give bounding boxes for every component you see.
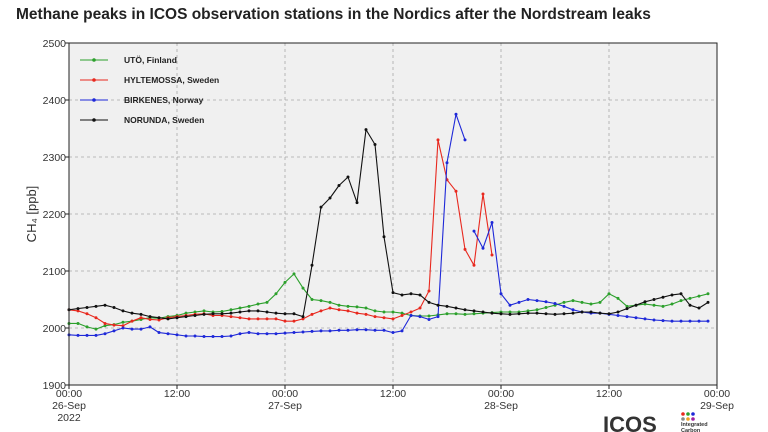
x-tick-label: 00:00	[56, 388, 82, 400]
series-line	[68, 139, 493, 327]
series-line	[68, 113, 466, 338]
icos-logo: ICOS IntegratedCarbonObservation	[603, 412, 708, 432]
y-axis-label: CH₄ [ppb]	[24, 186, 39, 243]
legend-marker	[92, 58, 96, 62]
chart-title: Methane peaks in ICOS observation statio…	[16, 6, 651, 23]
legend-marker	[92, 78, 96, 82]
series-3	[67, 128, 710, 321]
legend: UTÖ, Finland HYLTEMOSSA, Sweden BIRKENES, …	[80, 55, 219, 125]
x-tick-label: 00:00	[272, 388, 298, 400]
series-0	[67, 272, 710, 331]
legend-label: UTÖ, Finland	[124, 55, 177, 65]
y-tick-label: 2300	[43, 152, 67, 164]
x-tick-label: 28-Sep	[484, 400, 518, 412]
data-point	[490, 253, 494, 257]
x-tick-label: 12:00	[596, 388, 622, 400]
logo-dot	[691, 412, 695, 416]
logo-dot	[681, 417, 685, 421]
series-line	[69, 273, 709, 330]
logo-dot	[691, 417, 695, 421]
logo-subtext-line: Integrated	[681, 422, 708, 428]
logo-dot	[681, 412, 685, 416]
y-axis-ticks: 1900 2000 2100 2200 2300 2400 2500	[43, 38, 69, 392]
x-tick-label: 12:00	[380, 388, 406, 400]
logo-dot	[686, 417, 690, 421]
x-tick-label: 00:00	[488, 388, 514, 400]
series-2	[67, 112, 710, 339]
legend-marker	[92, 98, 96, 102]
y-tick-label: 2200	[43, 209, 67, 221]
series-line	[68, 129, 709, 320]
legend-label: HYLTEMOSSA, Sweden	[124, 75, 219, 85]
x-tick-label: 27-Sep	[268, 400, 302, 412]
y-tick-label: 2500	[43, 38, 67, 50]
logo-dots	[681, 412, 695, 421]
x-tick-label: 2022	[57, 412, 81, 424]
y-tick-label: 2000	[43, 323, 67, 335]
logo-subtext-line: Carbon	[681, 428, 701, 432]
y-tick-label: 2400	[43, 95, 67, 107]
y-tick-label: 2100	[43, 266, 67, 278]
legend-label: BIRKENES, Norway	[124, 95, 204, 105]
series-layer	[67, 112, 710, 339]
logo-dot	[686, 412, 690, 416]
x-tick-label: 00:00	[704, 388, 730, 400]
x-tick-label: 26-Sep	[52, 400, 86, 412]
logo-wordmark: ICOS	[603, 412, 657, 432]
y-tick-label: 1900	[43, 380, 67, 392]
legend-marker	[92, 118, 96, 122]
x-tick-label: 29-Sep	[700, 400, 734, 412]
x-tick-label: 12:00	[164, 388, 190, 400]
logo-subtext: IntegratedCarbonObservation	[681, 422, 708, 432]
legend-label: NORUNDA, Sweden	[124, 115, 204, 125]
